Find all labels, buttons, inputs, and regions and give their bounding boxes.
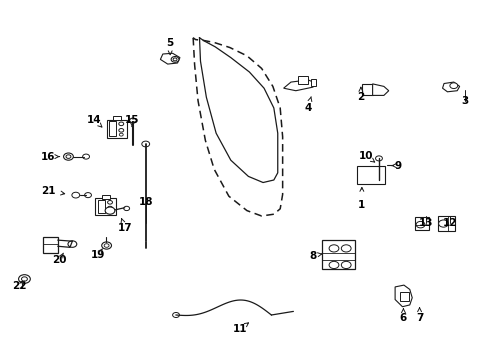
Circle shape [129, 118, 136, 123]
Circle shape [415, 221, 424, 228]
Circle shape [341, 245, 350, 252]
Text: 9: 9 [394, 161, 401, 171]
Bar [414, 217, 428, 230]
Bar [361, 84, 372, 95]
Circle shape [328, 245, 338, 252]
Circle shape [142, 141, 149, 147]
Bar [113, 116, 121, 120]
Bar [321, 240, 354, 269]
Circle shape [119, 129, 123, 132]
Circle shape [102, 242, 111, 249]
Polygon shape [442, 82, 459, 92]
Circle shape [72, 192, 80, 198]
Bar [310, 79, 316, 86]
Circle shape [172, 312, 179, 318]
Circle shape [21, 277, 27, 281]
Circle shape [173, 58, 177, 61]
Text: 4: 4 [304, 103, 311, 113]
Circle shape [104, 244, 109, 247]
Circle shape [119, 133, 123, 136]
Circle shape [63, 153, 73, 160]
Circle shape [19, 275, 30, 283]
Polygon shape [394, 285, 411, 307]
Text: 6: 6 [399, 312, 406, 323]
Text: 10: 10 [358, 150, 372, 161]
Text: 19: 19 [90, 250, 105, 260]
Text: 12: 12 [442, 218, 456, 228]
Text: 14: 14 [86, 114, 101, 125]
Bar [98, 200, 104, 213]
Text: 3: 3 [460, 96, 467, 106]
Bar [356, 166, 385, 184]
Text: 16: 16 [41, 152, 55, 162]
Circle shape [84, 193, 91, 198]
Circle shape [341, 261, 350, 269]
Text: 7: 7 [415, 312, 423, 323]
Circle shape [68, 241, 77, 247]
Text: 22: 22 [12, 281, 27, 291]
Text: 13: 13 [418, 218, 433, 228]
Bar [399, 292, 408, 301]
Circle shape [171, 57, 179, 62]
Text: 21: 21 [41, 186, 55, 196]
Bar [437, 216, 454, 231]
Bar [298, 76, 307, 84]
Circle shape [107, 206, 112, 210]
Circle shape [108, 211, 112, 214]
Circle shape [82, 154, 89, 159]
Bar [43, 237, 58, 253]
Text: 18: 18 [138, 197, 153, 207]
Text: 8: 8 [309, 251, 316, 261]
Circle shape [375, 156, 382, 161]
Text: 17: 17 [117, 222, 132, 233]
Circle shape [107, 201, 112, 204]
Text: 15: 15 [124, 114, 139, 125]
Circle shape [438, 220, 447, 227]
Text: 1: 1 [358, 200, 365, 210]
Text: 20: 20 [52, 255, 67, 265]
Bar [95, 198, 116, 215]
Bar [102, 195, 110, 199]
Circle shape [449, 83, 457, 89]
Polygon shape [283, 80, 315, 91]
Circle shape [119, 122, 123, 126]
Circle shape [123, 206, 129, 211]
Polygon shape [160, 53, 180, 64]
Circle shape [328, 261, 338, 269]
Text: 2: 2 [357, 92, 364, 102]
Circle shape [105, 207, 115, 214]
Bar [109, 121, 116, 136]
Bar [106, 120, 127, 138]
Circle shape [66, 155, 71, 158]
Text: 11: 11 [232, 324, 246, 334]
Polygon shape [372, 84, 388, 95]
Text: 5: 5 [166, 38, 173, 48]
